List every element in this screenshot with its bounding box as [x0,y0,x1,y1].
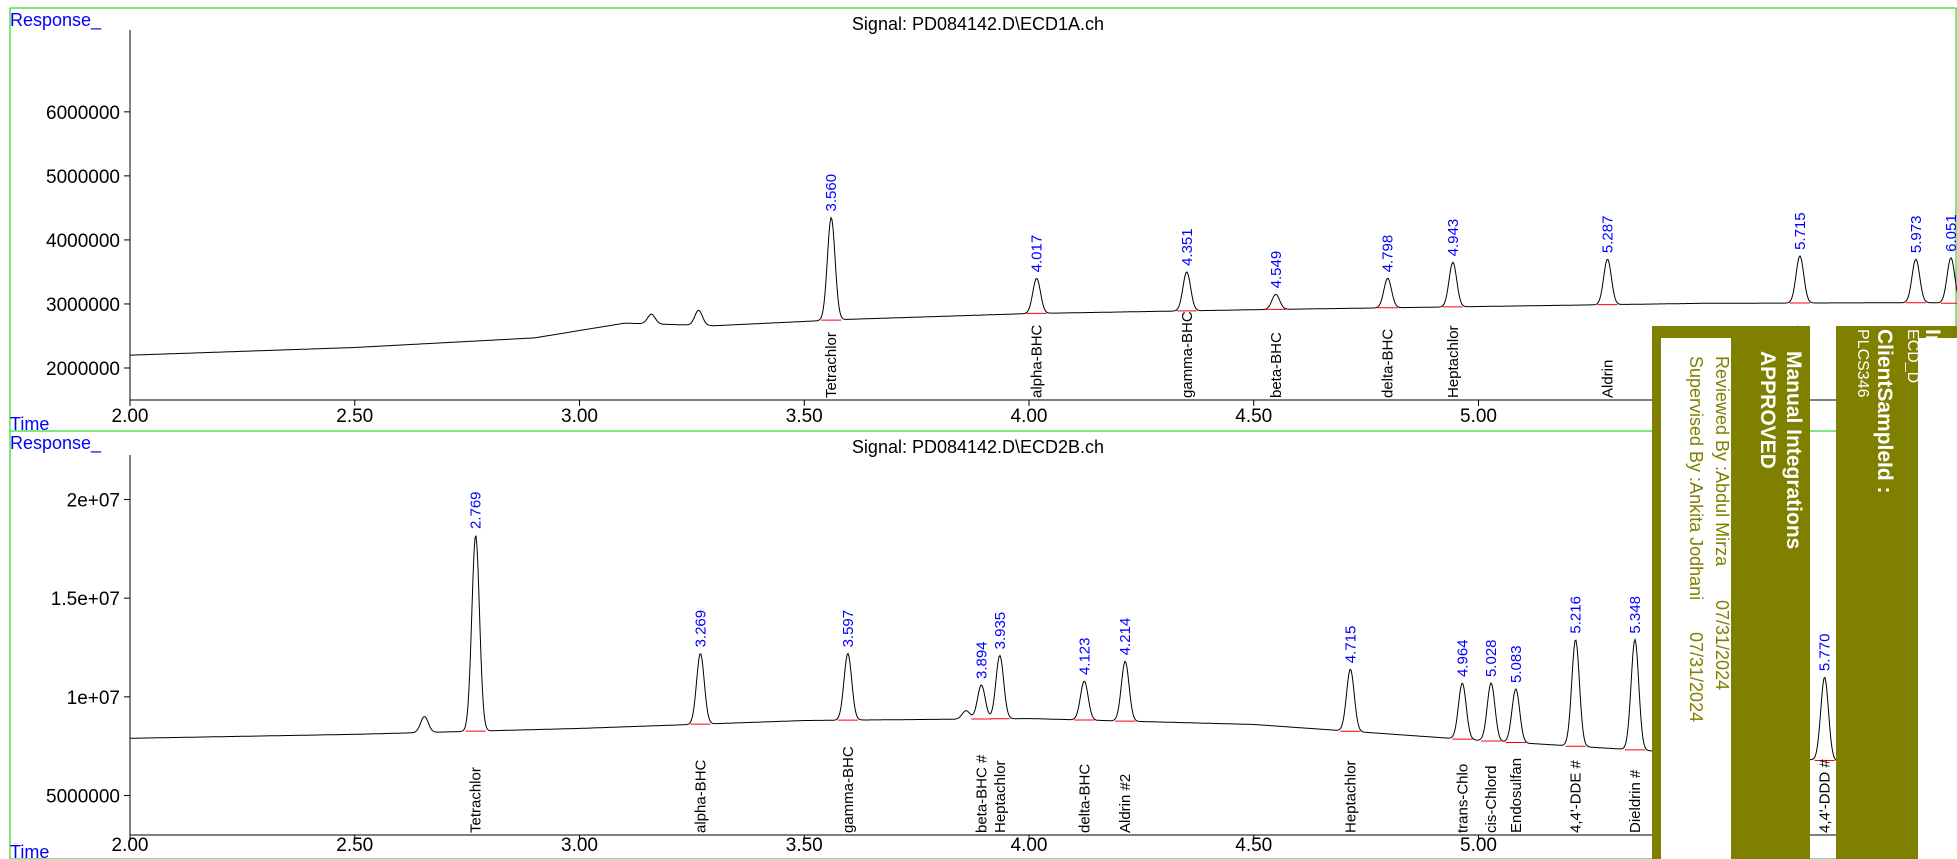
instrument-value: ECD_D [1904,329,1921,384]
y-tick-label: 1e+07 [67,688,120,709]
reviewed-by-text: Reviewed By :Abdul Mirza [1712,356,1732,567]
compound-label: Heptachlor [992,760,1009,833]
peak-rt-label: 4.123 [1076,638,1093,676]
compound-label: gamma-BHC [840,746,857,833]
compound-label: Tetrachlor [823,332,840,398]
x-tick-label: 2.00 [112,406,149,427]
chromatogram-panel-ecd2b: Response_ Time Signal: PD084142.D\ECD2B.ch… [9,430,1957,859]
peak-rt-label: 4.943 [1445,219,1462,257]
supervised-by-text: Supervised By :Ankita Jodhani [1686,356,1706,601]
compound-label: Aldrin [1600,360,1617,398]
y-tick-label: 1.5e+07 [51,589,120,610]
peak-rt-label: 5.028 [1483,639,1500,677]
compound-label: Tetrachlor [468,767,485,833]
compound-label: 4,4'-DDE # [1568,759,1585,833]
peak-rt-label: 4.214 [1117,618,1134,656]
x-tick-label: 4.50 [1235,406,1272,427]
peak-rt-label: 5.287 [1600,216,1617,254]
compound-label: Dieldrin # [1627,769,1644,833]
signal-trace [130,535,1957,768]
y-tick-label: 3000000 [46,295,120,316]
x-tick-label: 3.00 [561,835,598,856]
chart-title: Signal: PD084142.D\ECD1A.ch [852,14,1104,34]
x-tick-label: 4.50 [1235,835,1272,856]
client-sample-value: PLCS346 [1854,329,1871,398]
peak-rt-label: 4.964 [1454,639,1471,677]
y-tick-label: 5000000 [46,167,120,188]
reviewed-date-text: 07/31/2024 [1712,600,1732,691]
y-axis-label: Response_ [10,10,102,31]
peak-rt-label: 5.083 [1508,645,1525,683]
peak-rt-label: 3.560 [823,174,840,212]
x-tick-label: 3.00 [561,406,598,427]
compound-label: Aldrin #2 [1117,774,1134,833]
x-tick-label: 5.00 [1460,835,1497,856]
x-tick-label: 2.50 [336,406,373,427]
x-tick-label: 2.00 [112,835,149,856]
y-tick-label: 4000000 [46,231,120,252]
compound-label: beta-BHC [1268,332,1285,398]
x-axis-label: Time [10,842,49,859]
compound-label: Endosulfan [1508,758,1525,833]
compound-label: trans-Chlo [1454,764,1471,833]
compound-label: alpha-BHC [1029,324,1046,398]
review-stamp: Manual Integrations APPROVED Reviewed By… [1652,326,1810,859]
x-axis-label: Time [10,414,49,434]
manual-integrations-text: Manual Integrations [1782,351,1805,550]
x-tick-label: 4.00 [1011,406,1048,427]
compound-label: delta-BHC [1380,329,1397,398]
peak-rt-label: 5.973 [1908,216,1925,254]
y-tick-label: 5000000 [46,787,120,808]
peak-rt-label: 4.351 [1179,228,1196,266]
x-tick-label: 2.50 [336,835,373,856]
client-sample-label: ClientSampleId : [1873,329,1896,494]
peak-rt-label: 4.715 [1342,626,1359,664]
compound-label: 4,4'-DDD # [1817,759,1834,833]
y-tick-label: 2e+07 [67,490,120,511]
approved-text: APPROVED [1756,351,1779,469]
peak-rt-label: 5.715 [1792,212,1809,250]
peak-rt-label: 5.770 [1817,634,1834,672]
peak-rt-label: 4.798 [1380,235,1397,273]
peak-rt-label: 6.051 [1943,214,1957,252]
supervised-date-text: 07/31/2024 [1686,632,1706,723]
peak-rt-label: 5.216 [1568,596,1585,634]
peak-rt-label: 3.935 [992,612,1009,650]
compound-label: Heptachlor [1445,325,1462,398]
chromatogram-panel-ecd1a: Response_ Time Signal: PD084142.D\ECD1A.ch… [9,7,1957,434]
x-tick-label: 3.50 [786,406,823,427]
compound-label: Heptachlor [1342,760,1359,833]
peak-rt-label: 4.549 [1268,251,1285,289]
compound-label: alpha-BHC [692,759,709,833]
x-tick-label: 4.00 [1011,835,1048,856]
peak-rt-label: 5.348 [1627,596,1644,634]
y-tick-label: 2000000 [46,359,120,380]
peak-rt-label: 2.769 [468,491,485,529]
instrument-label: Instrument : [1921,329,1944,451]
compound-label: delta-BHC [1076,764,1093,833]
compound-label: gamma-BHC [1179,311,1196,398]
x-tick-label: 3.50 [786,835,823,856]
peak-rt-label: 4.017 [1029,235,1046,273]
stamp-white-panel [1661,338,1731,859]
signal-trace [129,216,1957,356]
y-tick-label: 6000000 [46,103,120,124]
peak-rt-label: 3.894 [973,641,990,679]
instrument-stamp: Instrument : ECD_D ClientSampleId : PLCS… [1836,326,1957,859]
peak-rt-label: 3.597 [840,610,857,648]
compound-label: beta-BHC # [973,754,990,833]
instrument-white-strip [1918,338,1957,859]
compound-label: cis-Chlord [1483,765,1500,833]
y-axis-label: Response_ [10,433,102,454]
peak-rt-label: 3.269 [692,610,709,648]
chart-title: Signal: PD084142.D\ECD2B.ch [852,437,1104,457]
x-tick-label: 5.00 [1460,406,1497,427]
